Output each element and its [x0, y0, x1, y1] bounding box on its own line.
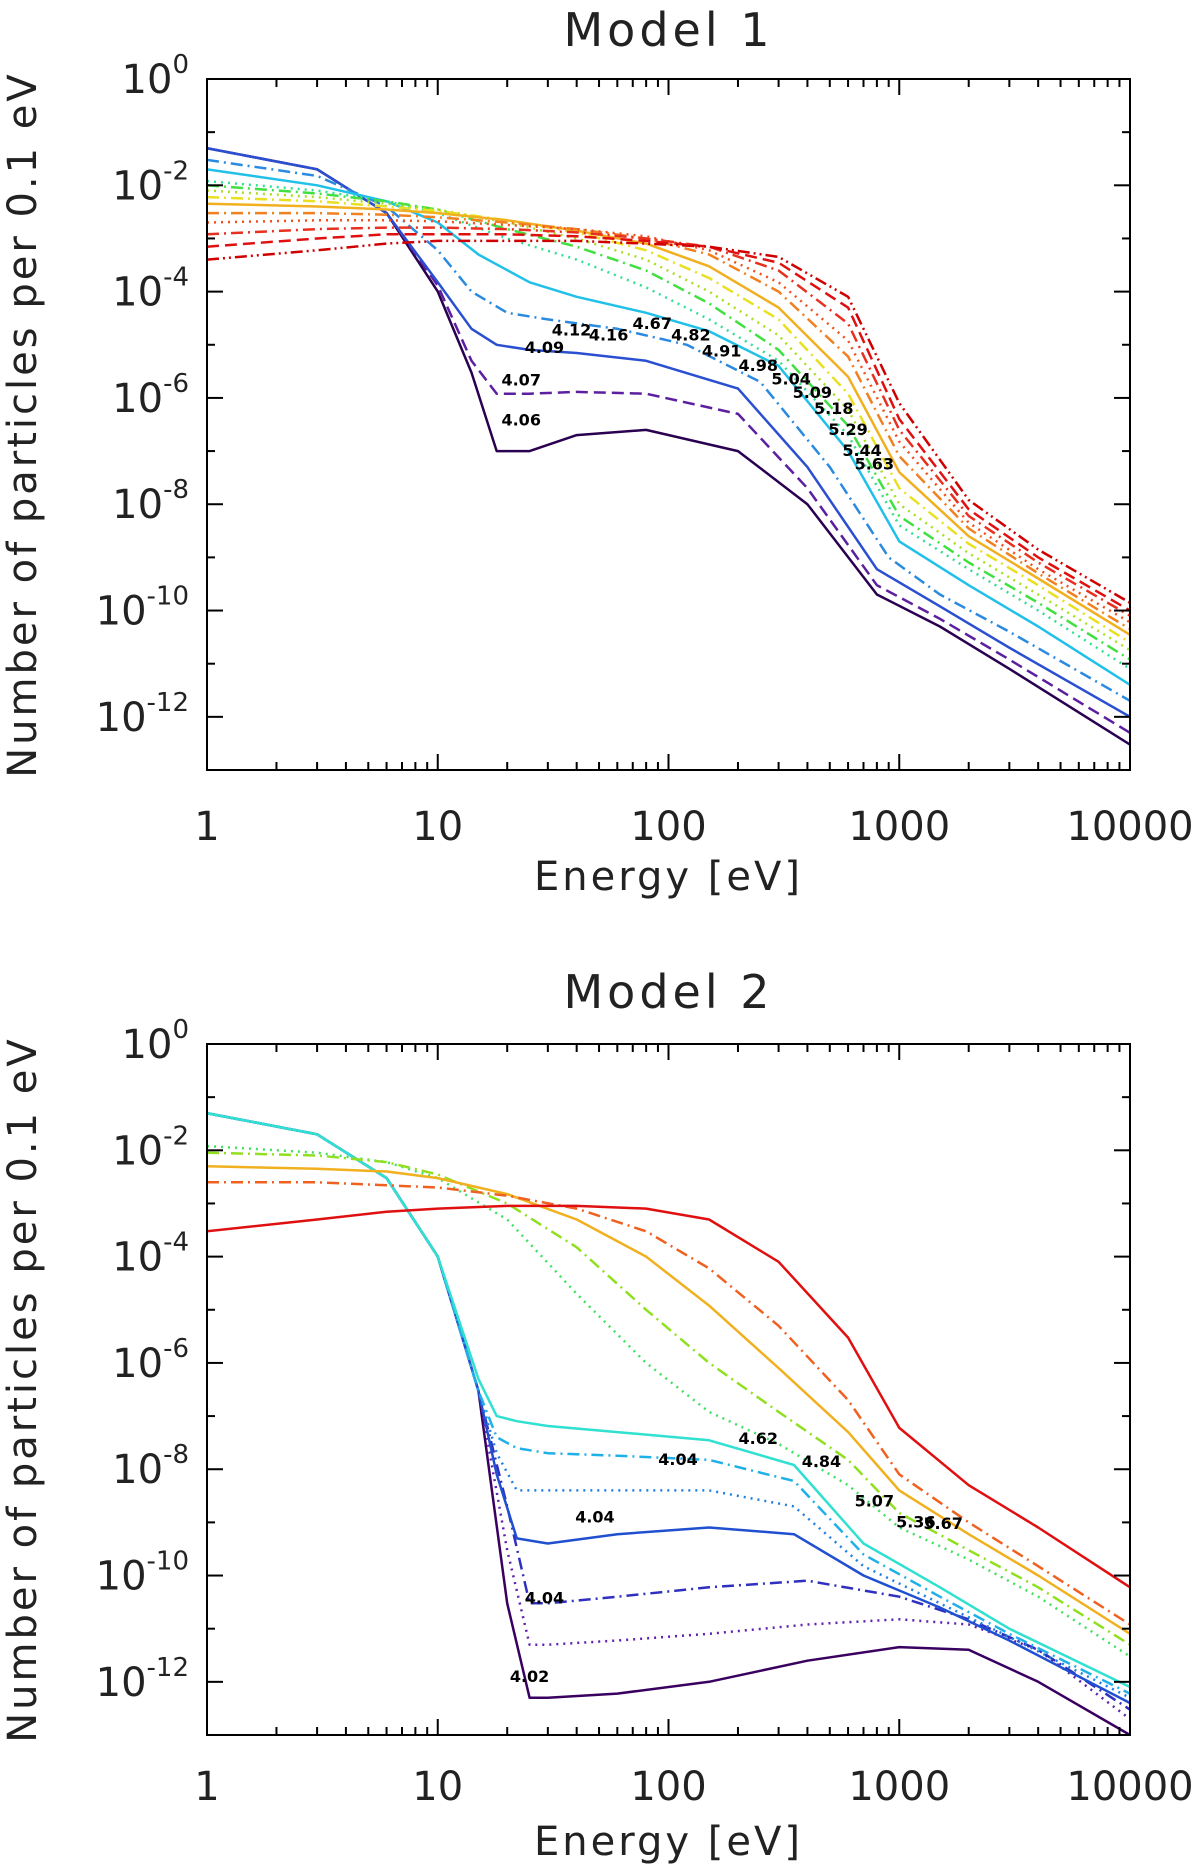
- data-label: 5.18: [814, 399, 853, 418]
- data-label: 4.02: [510, 1667, 549, 1686]
- data-label: 5.04: [771, 369, 810, 388]
- series-line: [207, 184, 1130, 661]
- y-tick-label: 10-10: [96, 1547, 189, 1600]
- x-tick-label: 1000: [848, 1764, 950, 1810]
- y-tick-label: 10-12: [96, 1653, 189, 1706]
- chart-panel-2: Model 2 1 10 100 1000 10000 100 10-2 10-4 10-6 10-…: [0, 965, 1194, 1865]
- series-line: [207, 1165, 1130, 1635]
- series-line: [207, 1204, 1130, 1589]
- series-group: [207, 146, 1130, 746]
- chart-panel-1: Model 1 1 10 100 1000 10000 100 10-2 10-4 10-6 10-…: [0, 3, 1194, 900]
- data-label: 4.62: [739, 1429, 778, 1448]
- series-line: [207, 1111, 1130, 1699]
- series-line: [207, 219, 1130, 624]
- data-label: 5.07: [855, 1491, 894, 1510]
- y-tick-label: 10-4: [112, 263, 189, 316]
- data-label: 4.09: [525, 338, 564, 357]
- x-tick-label: 10: [412, 1764, 463, 1810]
- y-tick-label: 10-2: [112, 156, 189, 209]
- y-tick-label: 100: [122, 50, 189, 103]
- series-line: [207, 179, 1130, 670]
- y-tick-label: 100: [122, 1015, 189, 1068]
- data-label: 4.04: [658, 1450, 697, 1469]
- data-label: 5.36: [896, 1513, 935, 1532]
- data-label: 5.67: [923, 1514, 962, 1533]
- data-label: 5.09: [793, 383, 832, 402]
- y-tick-label: 10-6: [112, 1334, 189, 1387]
- plot-frame: [206, 78, 1131, 771]
- series-line: [207, 239, 1130, 604]
- series-line: [207, 1151, 1130, 1646]
- series-line: [207, 146, 1130, 734]
- series-line: [207, 168, 1130, 686]
- data-label: 4.04: [525, 1588, 564, 1607]
- y-tick-label: 10-10: [96, 582, 189, 635]
- y-tick-label: 10-4: [112, 1228, 189, 1281]
- chart-title: Model 2: [563, 965, 773, 1019]
- x-tick-label: 100: [630, 1764, 706, 1810]
- series-line: [207, 202, 1130, 636]
- data-label: 5.44: [842, 441, 881, 460]
- x-tick-label: 1: [194, 804, 219, 850]
- series-line: [207, 211, 1130, 631]
- series-line: [207, 226, 1130, 617]
- series-line: [207, 233, 1130, 612]
- y-tick-label: 10-12: [96, 688, 189, 741]
- x-tick-label: 10000: [1066, 804, 1193, 850]
- data-label: 4.06: [501, 411, 540, 430]
- y-axis-label: Number of particles per 0.1 eV: [0, 1036, 46, 1743]
- series-line: [207, 1111, 1130, 1689]
- series-line: [207, 146, 1130, 746]
- x-tick-label: 100: [630, 804, 706, 850]
- data-label: 5.29: [828, 420, 867, 439]
- data-label: 4.16: [589, 326, 628, 345]
- y-axis-label: Number of particles per 0.1 eV: [0, 71, 46, 778]
- series-line: [207, 1111, 1130, 1720]
- series-line: [207, 1181, 1130, 1626]
- y-tick-label: 10-6: [112, 369, 189, 422]
- x-axis-label: Energy [eV]: [534, 1819, 803, 1865]
- series-line: [207, 146, 1130, 718]
- data-label: 4.98: [739, 356, 778, 375]
- data-label: 4.91: [702, 342, 741, 361]
- y-tick-label: 10-2: [112, 1121, 189, 1174]
- data-label: 4.67: [632, 314, 671, 333]
- chart-title: Model 1: [563, 3, 773, 57]
- data-label: 4.04: [575, 1507, 614, 1526]
- x-axis-label: Energy [eV]: [534, 854, 803, 900]
- x-tick-label: 1000: [848, 804, 950, 850]
- series-line: [207, 1111, 1130, 1711]
- series-line: [207, 1144, 1130, 1658]
- series-line: [207, 1111, 1130, 1705]
- data-label: 5.63: [855, 455, 894, 474]
- series-line: [207, 1111, 1130, 1735]
- y-tick-label: 10-8: [112, 1440, 189, 1493]
- data-label: 4.07: [501, 371, 540, 390]
- data-label: 4.82: [671, 326, 710, 345]
- data-label: 4.12: [552, 320, 591, 339]
- data-label: 4.84: [802, 1452, 841, 1471]
- x-tick-label: 1: [194, 1764, 219, 1810]
- y-tick-label: 10-8: [112, 475, 189, 528]
- x-tick-label: 10: [412, 804, 463, 850]
- series-group: [207, 1111, 1130, 1735]
- series-line: [207, 1111, 1130, 1695]
- x-tick-label: 10000: [1066, 1764, 1193, 1810]
